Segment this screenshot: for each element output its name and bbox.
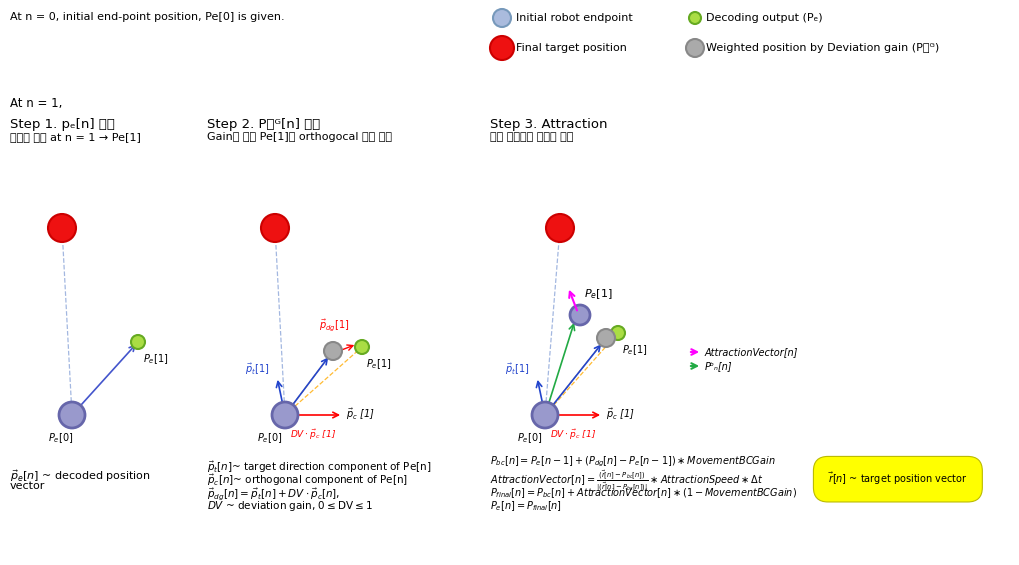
Circle shape <box>261 214 289 242</box>
Text: $P_e[1]$: $P_e[1]$ <box>584 287 612 301</box>
Text: Step 2. P₟ᴳ[n] 계산: Step 2. P₟ᴳ[n] 계산 <box>207 118 320 131</box>
Text: $\vec{p}_t[1]$: $\vec{p}_t[1]$ <box>505 362 529 377</box>
Circle shape <box>324 342 342 360</box>
Circle shape <box>272 402 298 428</box>
Text: $DV$ ~ deviation gain, 0$\leq$DV$\leq$1: $DV$ ~ deviation gain, 0$\leq$DV$\leq$1 <box>207 499 373 513</box>
Text: $P_e[0]$: $P_e[0]$ <box>48 431 73 445</box>
Circle shape <box>59 402 85 428</box>
Text: $P_e[0]$: $P_e[0]$ <box>517 431 542 445</box>
Text: $\vec{p}_{dg}[1]$: $\vec{p}_{dg}[1]$ <box>319 317 350 333</box>
Text: Step 1. pₑ[n] 계산: Step 1. pₑ[n] 계산 <box>10 118 115 131</box>
Text: Step 3. Attraction: Step 3. Attraction <box>490 118 607 131</box>
Text: $P_e[1]$: $P_e[1]$ <box>143 352 168 366</box>
Text: $P_e[1]$: $P_e[1]$ <box>366 357 391 371</box>
Text: AttractionVector[n]: AttractionVector[n] <box>705 347 798 357</box>
Text: $\vec{p}_c$ [1]: $\vec{p}_c$ [1] <box>606 406 635 421</box>
Text: $DV\cdot\vec{p}_c$ [1]: $DV\cdot\vec{p}_c$ [1] <box>290 428 336 442</box>
Circle shape <box>131 335 145 349</box>
Text: 타겟 방향으로 포지션 이동: 타겟 방향으로 포지션 이동 <box>490 132 574 142</box>
Text: $P_e[1]$: $P_e[1]$ <box>622 343 647 357</box>
Text: $\vec{p}_t[n]$~ target direction component of Pe[n]: $\vec{p}_t[n]$~ target direction compone… <box>207 460 431 476</box>
Text: $\vec{r}[n]$ ~ target position vector: $\vec{r}[n]$ ~ target position vector <box>828 471 968 488</box>
Text: $P_e[n] = P_{final}[n]$: $P_e[n] = P_{final}[n]$ <box>490 499 562 513</box>
Text: $P_{final}[n] = P_{bc}[n] + AttractionVector[n] \ast (1 - MovementBCGain)$: $P_{final}[n] = P_{bc}[n] + AttractionVe… <box>490 486 797 500</box>
Text: $DV\cdot\vec{p}_c$ [1]: $DV\cdot\vec{p}_c$ [1] <box>550 428 596 442</box>
Circle shape <box>532 402 558 428</box>
Text: Final target position: Final target position <box>516 43 627 53</box>
Circle shape <box>611 326 625 340</box>
Circle shape <box>546 214 574 242</box>
Text: Weighted position by Deviation gain (P₟ᴳ): Weighted position by Deviation gain (P₟ᴳ… <box>706 43 940 53</box>
Text: $\vec{p}_c$ [1]: $\vec{p}_c$ [1] <box>346 406 375 421</box>
Text: vector: vector <box>10 481 46 491</box>
Circle shape <box>689 12 701 24</box>
Circle shape <box>570 305 590 325</box>
Circle shape <box>355 340 369 354</box>
Circle shape <box>686 39 704 57</box>
Text: $\vec{p}_e[n]$ ~ decoded position: $\vec{p}_e[n]$ ~ decoded position <box>10 468 151 484</box>
Text: Gain을 통한 Pe[1]의 orthogocal 성분 조절: Gain을 통한 Pe[1]의 orthogocal 성분 조절 <box>207 132 392 142</box>
Text: $AttractionVector[n] = \frac{(\vec{r}[n]-P_{bc}[n])}{|(\vec{r}[n]-P_{bc}[n])|} \: $AttractionVector[n] = \frac{(\vec{r}[n]… <box>490 469 763 494</box>
Text: At n = 1,: At n = 1, <box>10 97 62 110</box>
Text: $\vec{p}_t[1]$: $\vec{p}_t[1]$ <box>245 362 269 377</box>
Circle shape <box>48 214 76 242</box>
Text: $\vec{p}_c[n]$~ orthogonal component of Pe[n]: $\vec{p}_c[n]$~ orthogonal component of … <box>207 473 409 489</box>
Text: Initial robot endpoint: Initial robot endpoint <box>516 13 633 23</box>
Text: At n = 0, initial end-point position, Pe[0] is given.: At n = 0, initial end-point position, Pe… <box>10 12 284 22</box>
Circle shape <box>490 36 514 60</box>
Text: Decoding output (Pₑ): Decoding output (Pₑ) <box>706 13 822 23</box>
Circle shape <box>597 329 615 347</box>
Text: 0≤MovementBCGain≤1: 0≤MovementBCGain≤1 <box>828 457 945 467</box>
Text: $P_{bc}[n] = P_e[n-1] + (P_{dg}[n] - P_e[n-1]) \ast MovementBCGain$: $P_{bc}[n] = P_e[n-1] + (P_{dg}[n] - P_e… <box>490 455 775 470</box>
Text: Pᵇₙ[n]: Pᵇₙ[n] <box>705 361 733 371</box>
Text: $P_e[0]$: $P_e[0]$ <box>257 431 282 445</box>
Text: $\vec{p}_{dg}[n] = \vec{p}_t[n]+DV\cdot\vec{p}_c[n],$: $\vec{p}_{dg}[n] = \vec{p}_t[n]+DV\cdot\… <box>207 486 340 502</box>
Text: 디코더 결과 at n = 1 → Pe[1]: 디코더 결과 at n = 1 → Pe[1] <box>10 132 141 142</box>
Circle shape <box>493 9 511 27</box>
